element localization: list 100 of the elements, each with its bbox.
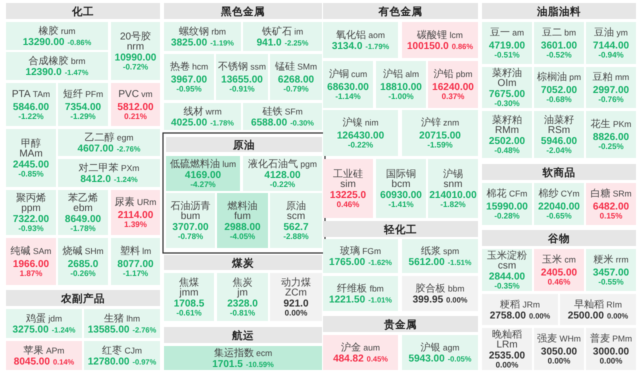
data-label: -0.94% xyxy=(598,50,624,60)
data-label: 13290.00 xyxy=(22,36,65,48)
category-label: 锰硅 SMm xyxy=(274,60,318,72)
category-label: 甲醇 MAm xyxy=(19,137,43,160)
category-label: 普麦 PMm xyxy=(590,332,632,344)
category-label: 豆一 am xyxy=(490,28,524,38)
data-label: 0.37% xyxy=(442,92,464,101)
category-label: 棉纱 CYm xyxy=(538,188,580,200)
data-label: 0.00% xyxy=(600,356,622,366)
data-label: 3601.00 xyxy=(540,40,578,52)
category-label: 石油沥青 bum xyxy=(170,200,210,222)
data-label: 8649.00 xyxy=(64,214,102,225)
category-label: 棕榈油 pm xyxy=(536,71,582,83)
category-label: 玉米淀粉 csm xyxy=(487,249,527,272)
category-label: 合成橡胶 brm xyxy=(28,54,86,67)
category-label: 粳稻 JRm xyxy=(500,299,540,310)
data-label: -0.76% xyxy=(598,95,624,104)
data-label: 0.21% xyxy=(124,112,147,121)
data-label: -0.72% xyxy=(122,62,148,72)
category-label: 塑料 lm xyxy=(120,245,152,257)
data-label: -1.82% xyxy=(440,200,466,209)
data-label: 562.7 xyxy=(283,222,309,233)
data-label: 1.87% xyxy=(20,269,42,278)
data-label: 5612.00 xyxy=(408,256,446,268)
category-label: 碳酸锂 lcm xyxy=(416,28,463,41)
category-label: 动力煤 ZCm xyxy=(281,276,311,298)
data-label: 13585.00 xyxy=(88,324,130,336)
category-label: 铁矿石 im xyxy=(260,25,304,38)
data-label: 214010.00 xyxy=(429,190,478,201)
data-label: 7144.00 xyxy=(592,40,630,52)
data-label: 4025.00 xyxy=(171,117,208,128)
category-label: 菜籽油 OIm xyxy=(492,66,522,89)
data-label: -0.61% xyxy=(176,308,202,318)
data-label: 5943.00 xyxy=(408,353,446,364)
category-label: 乙二醇 egm xyxy=(84,131,134,144)
category-label: 玉米 cm xyxy=(542,254,576,266)
data-label: 13655.00 xyxy=(221,74,264,86)
text: 贵金属 xyxy=(383,318,417,331)
text: 谷物 xyxy=(547,232,570,245)
data-label: 1.39% xyxy=(124,220,147,229)
text: 煤炭 xyxy=(231,256,255,270)
data-label: -0.25% xyxy=(598,142,624,151)
data-label: 2328.0 xyxy=(227,298,258,310)
data-label: 6482.00 xyxy=(592,202,630,212)
data-label: -0.52% xyxy=(546,50,572,60)
category-label: 纸浆 spm xyxy=(420,244,460,257)
category-label: 苹果 APm xyxy=(24,344,64,356)
category-label: 硅铁 SFm xyxy=(261,105,303,118)
data-label: 3825.00 xyxy=(171,37,208,48)
data-label: 2997.00 xyxy=(592,85,630,96)
data-label: 0.15% xyxy=(600,212,622,220)
category-label: 早籼稻 RIm xyxy=(574,298,622,310)
category-label: 沪锡 snm xyxy=(443,168,463,190)
category-label: 橡胶 rum xyxy=(38,24,76,37)
data-label: 0.46% xyxy=(336,200,360,209)
data-label: 2535.00 xyxy=(488,350,526,362)
data-label: 8826.00 xyxy=(592,132,630,143)
data-label: -0.68% xyxy=(546,95,572,104)
data-label: 7322.00 xyxy=(12,214,50,225)
data-label: -1.00% xyxy=(388,92,414,101)
data-label: 3967.00 xyxy=(170,74,208,86)
category-label: 焦炭 jm xyxy=(232,276,252,298)
category-label: PVC vm xyxy=(118,89,153,100)
category-label: 沪铜 cum xyxy=(328,68,368,80)
data-label: 0.00% xyxy=(548,356,570,366)
data-label: 4169.00 xyxy=(184,170,222,181)
category-label: PTA TAm xyxy=(12,89,50,100)
category-label: 燃料油 fum xyxy=(228,200,258,222)
category-label: 纯碱 SAm xyxy=(10,245,52,257)
data-label: 3707.00 xyxy=(172,222,210,233)
text: 原油 xyxy=(232,138,255,152)
category-label: 纤维板 fbm xyxy=(337,282,384,294)
data-label: 3457.00 xyxy=(592,268,630,278)
data-label: 6588.00 xyxy=(251,117,288,128)
category-label: 集运指数 ecm xyxy=(214,346,272,359)
data-label: 1708.5 xyxy=(174,298,205,310)
category-label: 焦煤 jmm xyxy=(178,276,199,298)
data-label: -4.27% xyxy=(190,180,216,189)
text: 黑色金属 xyxy=(220,5,265,18)
category-label: 沪金 aum xyxy=(341,341,380,354)
data-label: 2405.00 xyxy=(540,268,578,278)
data-label: -2.04% xyxy=(546,146,572,155)
data-label: 7052.00 xyxy=(540,85,578,96)
category-label: 国际铜 bcm xyxy=(386,168,416,190)
category-label: 鸡蛋 jdm xyxy=(24,312,62,324)
data-label: 22040.00 xyxy=(538,202,580,212)
data-label: -2.88% xyxy=(283,232,309,241)
data-label: 1765.00 xyxy=(329,256,366,268)
data-label: -0.65% xyxy=(546,212,572,220)
data-label: -0.55% xyxy=(598,278,624,286)
category-label: 强麦 WHm xyxy=(537,332,581,344)
category-label: 红枣 CJm xyxy=(102,344,142,356)
data-label: -1.22% xyxy=(18,112,44,121)
data-label: 5812.00 xyxy=(117,102,154,113)
category-label: 低硫燃料油 lum xyxy=(170,158,236,170)
data-label: 68630.00 xyxy=(327,82,370,93)
data-label: 2844.00 xyxy=(488,271,526,282)
data-label: -0.78% xyxy=(178,232,204,241)
data-label: 12780.00 xyxy=(88,356,130,368)
category-label: 沪镍 nim xyxy=(342,116,379,128)
